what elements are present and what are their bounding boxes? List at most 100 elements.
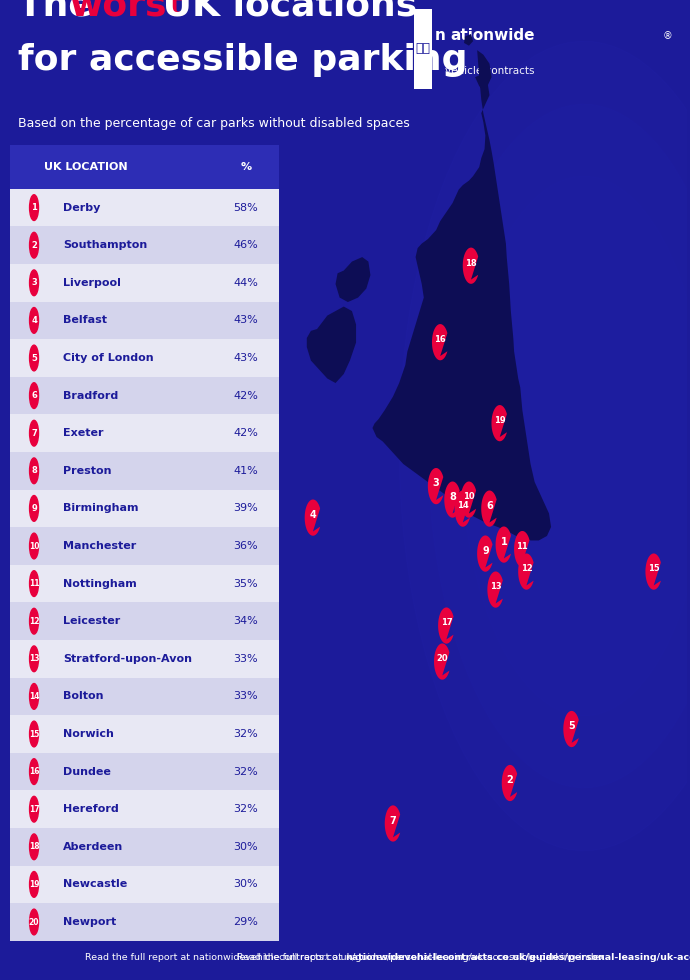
FancyBboxPatch shape <box>10 376 279 415</box>
Text: 7: 7 <box>390 815 396 826</box>
Polygon shape <box>495 526 511 563</box>
Text: 8: 8 <box>449 492 456 502</box>
Polygon shape <box>645 554 661 590</box>
Text: 6: 6 <box>486 501 493 511</box>
Text: Bolton: Bolton <box>63 692 104 702</box>
Polygon shape <box>444 481 460 517</box>
Polygon shape <box>455 490 470 526</box>
Text: 9: 9 <box>482 546 489 556</box>
Text: 14: 14 <box>29 692 39 701</box>
Text: 2: 2 <box>506 775 513 785</box>
Text: 32%: 32% <box>233 805 258 814</box>
FancyBboxPatch shape <box>10 603 279 640</box>
Polygon shape <box>428 104 690 788</box>
Ellipse shape <box>30 195 39 220</box>
Ellipse shape <box>30 458 39 484</box>
Text: 16: 16 <box>29 767 39 776</box>
FancyBboxPatch shape <box>10 828 279 865</box>
Text: UK locations: UK locations <box>150 0 417 22</box>
Text: 20: 20 <box>437 655 448 663</box>
Polygon shape <box>428 468 443 505</box>
Ellipse shape <box>30 383 39 409</box>
Text: Derby: Derby <box>63 203 100 213</box>
Polygon shape <box>477 535 493 571</box>
Text: 42%: 42% <box>233 428 258 438</box>
Text: 11: 11 <box>516 542 529 551</box>
Ellipse shape <box>30 721 39 747</box>
Ellipse shape <box>30 496 39 521</box>
Text: 10: 10 <box>29 542 39 551</box>
Text: 4: 4 <box>310 510 316 520</box>
Text: 41%: 41% <box>233 466 258 476</box>
Ellipse shape <box>30 683 39 710</box>
Text: UK LOCATION: UK LOCATION <box>44 162 128 172</box>
Text: 1: 1 <box>500 537 507 547</box>
Polygon shape <box>514 531 529 567</box>
Text: 9: 9 <box>31 504 37 513</box>
Text: 7: 7 <box>31 428 37 438</box>
Text: Nottingham: Nottingham <box>63 578 137 589</box>
Text: 5: 5 <box>31 354 37 363</box>
Text: 3: 3 <box>31 278 37 287</box>
Polygon shape <box>463 248 478 284</box>
Polygon shape <box>434 644 449 680</box>
Ellipse shape <box>30 232 39 258</box>
Text: 13: 13 <box>29 655 39 663</box>
Text: 🇬🇧: 🇬🇧 <box>415 42 431 56</box>
Text: 19: 19 <box>494 416 506 425</box>
FancyBboxPatch shape <box>10 753 279 791</box>
Polygon shape <box>491 405 507 441</box>
Text: 29%: 29% <box>233 917 258 927</box>
Text: Belfast: Belfast <box>63 316 107 325</box>
Text: 18: 18 <box>29 842 39 852</box>
Text: 34%: 34% <box>233 616 258 626</box>
Text: 32%: 32% <box>233 729 258 739</box>
Text: 14: 14 <box>457 502 469 511</box>
FancyBboxPatch shape <box>10 677 279 715</box>
Text: 33%: 33% <box>233 692 258 702</box>
Text: 44%: 44% <box>233 277 258 288</box>
Text: Bradford: Bradford <box>63 391 118 401</box>
Text: 1: 1 <box>31 203 37 212</box>
Text: ationwide: ationwide <box>451 28 535 43</box>
Polygon shape <box>400 41 690 851</box>
Text: 18: 18 <box>465 259 477 268</box>
Text: 19: 19 <box>29 880 39 889</box>
FancyBboxPatch shape <box>10 640 279 677</box>
Ellipse shape <box>30 759 39 784</box>
Ellipse shape <box>30 871 39 898</box>
Polygon shape <box>487 571 503 608</box>
Text: 39%: 39% <box>233 504 258 514</box>
FancyBboxPatch shape <box>10 452 279 490</box>
Ellipse shape <box>30 308 39 333</box>
Text: 30%: 30% <box>233 879 258 890</box>
Text: Manchester: Manchester <box>63 541 136 551</box>
Polygon shape <box>464 34 473 46</box>
Text: Preston: Preston <box>63 466 111 476</box>
Text: Liverpool: Liverpool <box>63 277 121 288</box>
Text: Exeter: Exeter <box>63 428 104 438</box>
Text: 46%: 46% <box>233 240 258 250</box>
Polygon shape <box>373 50 551 540</box>
Text: nationwidevehiclecontracts.co.uk/guides/personal-leasing/uk-accessible-parking-i: nationwidevehiclecontracts.co.uk/guides/… <box>345 954 690 962</box>
Polygon shape <box>518 554 533 590</box>
Text: Hereford: Hereford <box>63 805 119 814</box>
Polygon shape <box>461 481 476 517</box>
Text: 20: 20 <box>29 917 39 926</box>
Text: Dundee: Dundee <box>63 766 110 776</box>
FancyBboxPatch shape <box>10 865 279 904</box>
Text: Newport: Newport <box>63 917 116 927</box>
Polygon shape <box>502 764 518 801</box>
Text: 43%: 43% <box>233 353 258 363</box>
FancyBboxPatch shape <box>10 415 279 452</box>
Ellipse shape <box>30 533 39 559</box>
Text: 12: 12 <box>29 616 39 625</box>
Ellipse shape <box>30 570 39 597</box>
Text: 32%: 32% <box>233 766 258 776</box>
Text: Newcastle: Newcastle <box>63 879 127 890</box>
Text: Based on the percentage of car parks without disabled spaces: Based on the percentage of car parks wit… <box>18 117 410 130</box>
Text: 16: 16 <box>434 335 446 344</box>
Text: 3: 3 <box>433 478 440 488</box>
Text: 4: 4 <box>31 316 37 325</box>
Text: Stratford-upon-Avon: Stratford-upon-Avon <box>63 654 192 663</box>
